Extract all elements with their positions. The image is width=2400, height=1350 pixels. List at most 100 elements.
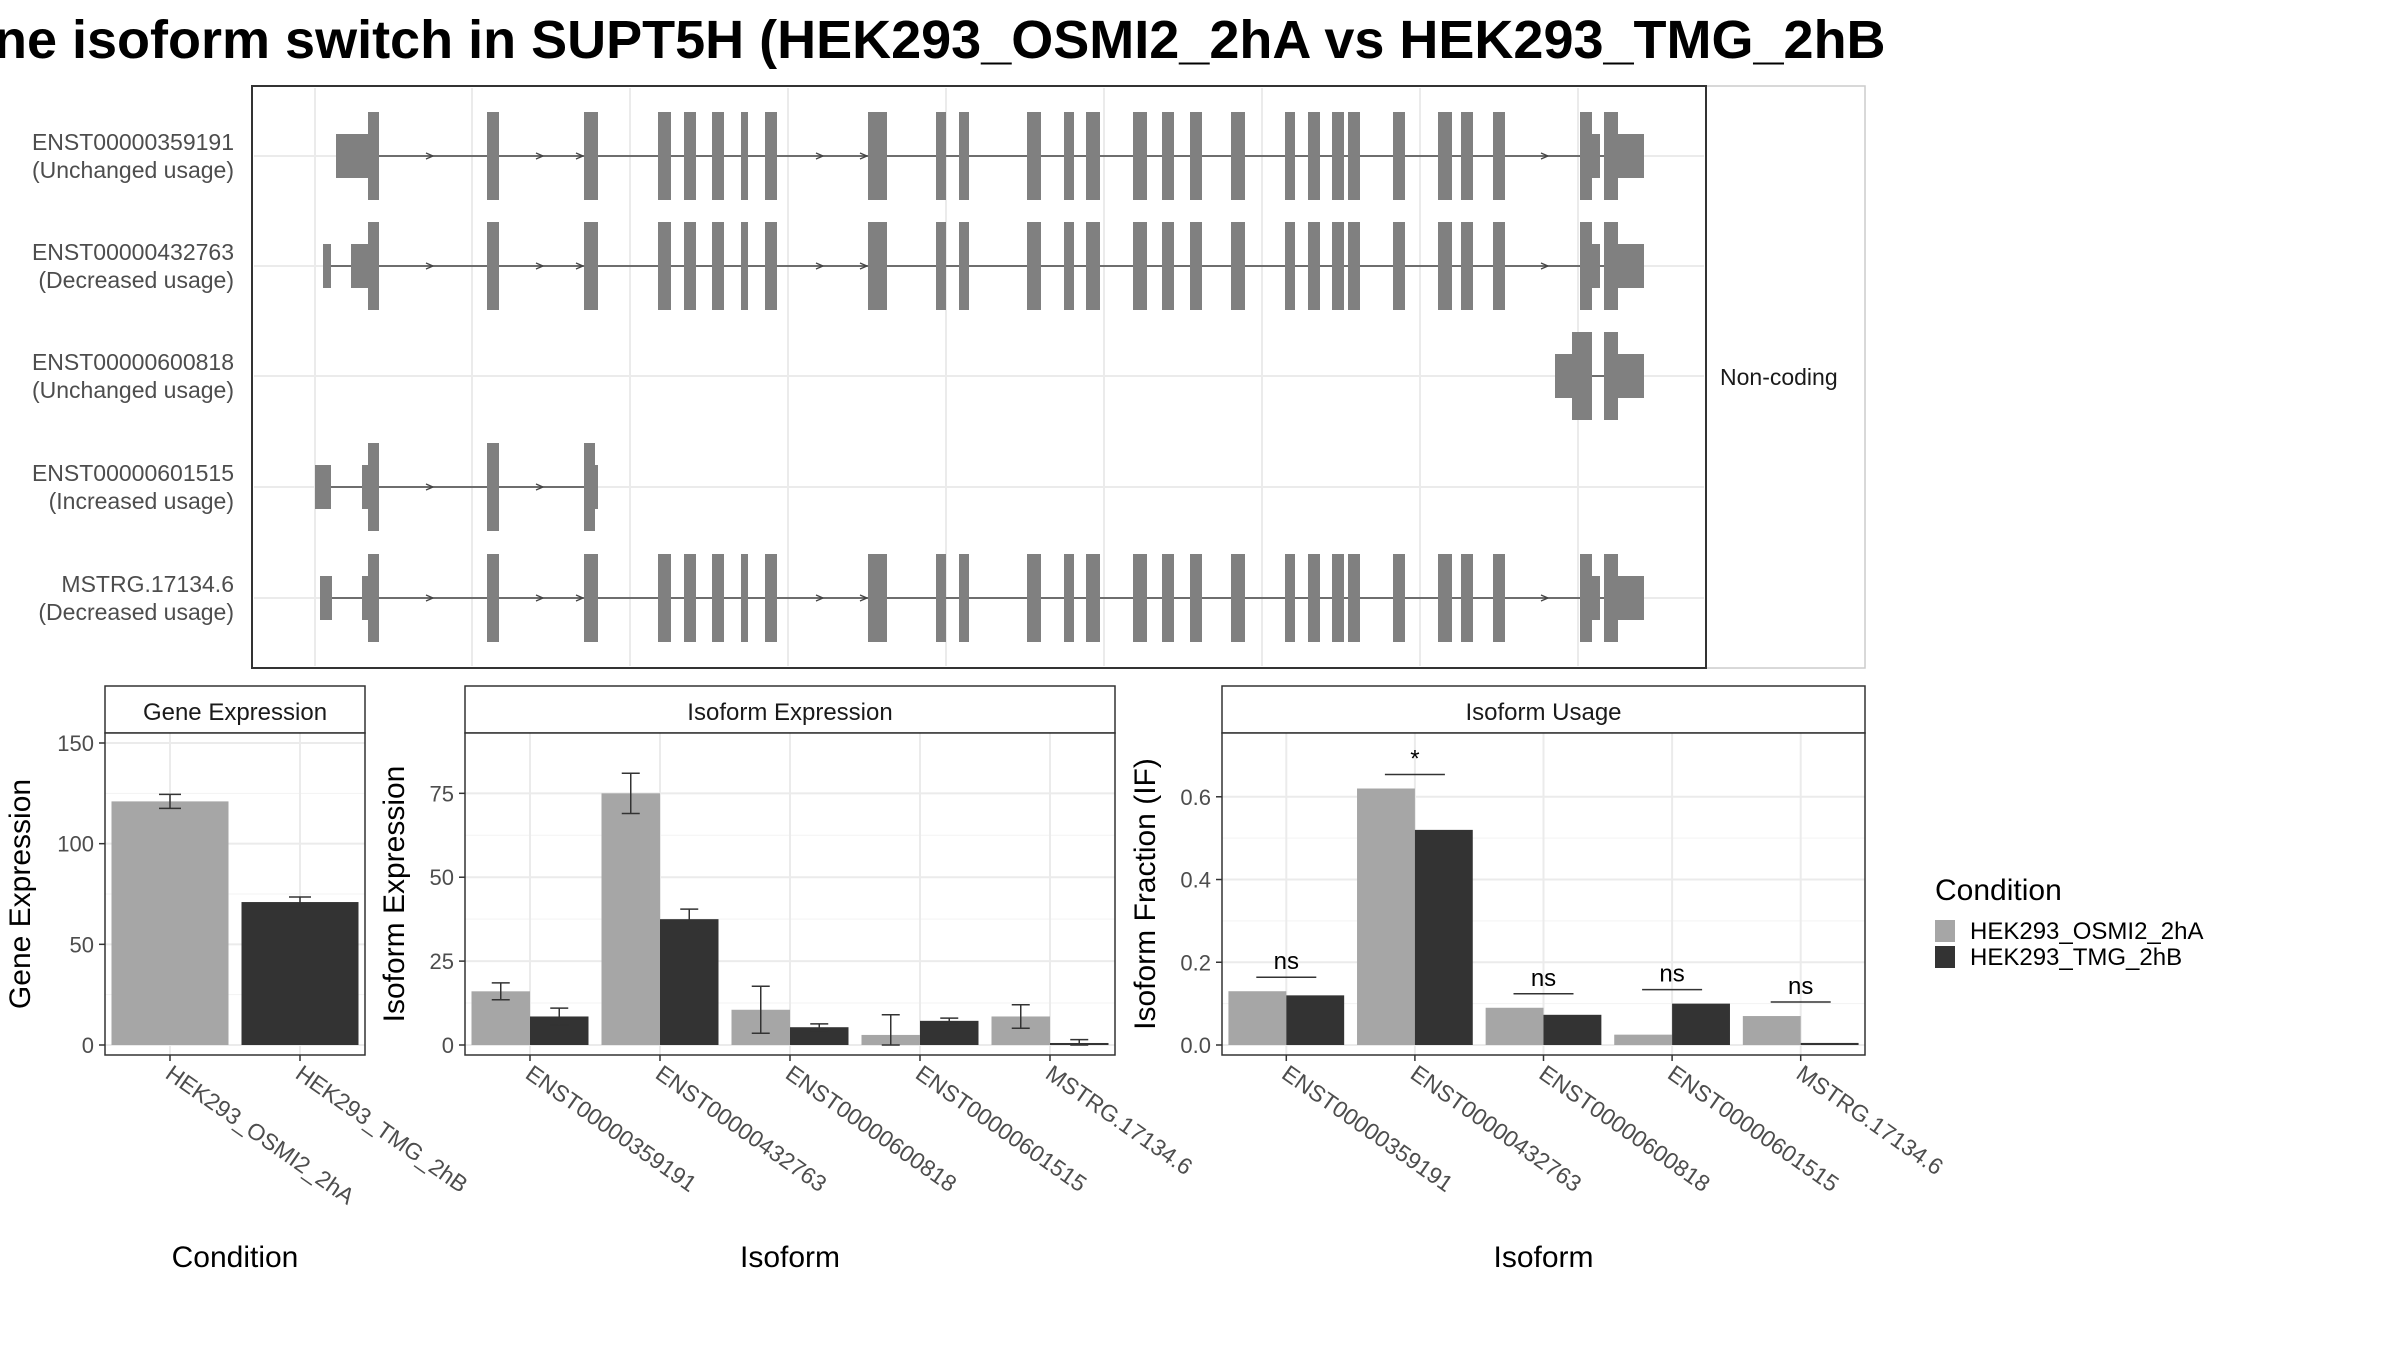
legend-label: HEK293_OSMI2_2hA — [1970, 918, 2203, 945]
coding-exon — [1190, 554, 1202, 642]
transcript-id-label: MSTRG.17134.6 — [61, 571, 234, 597]
x-axis-title: Condition — [172, 1241, 299, 1274]
strand-arrow — [1540, 594, 1550, 602]
facet-strip — [104, 685, 366, 734]
coding-exon — [1348, 554, 1360, 642]
strand-arrow — [535, 594, 545, 602]
coding-exon — [584, 112, 598, 200]
coding-exon — [868, 222, 887, 310]
bar — [1485, 1007, 1544, 1045]
strand-arrow — [575, 594, 585, 602]
transcript-id-label: ENST00000432763 — [32, 239, 234, 265]
coding-exon — [765, 222, 777, 310]
legend-label: HEK293_TMG_2hB — [1970, 944, 2182, 971]
coding-exon — [1064, 112, 1074, 200]
plot-frame — [104, 732, 366, 1056]
error-bar — [159, 793, 181, 810]
utr-exon — [1604, 332, 1618, 420]
coding-exon — [712, 222, 724, 310]
error-bar — [550, 1007, 569, 1026]
bar — [111, 801, 229, 1045]
transcript-model — [320, 554, 1644, 642]
error-bar — [289, 896, 311, 908]
bar — [1286, 995, 1345, 1045]
transcript-model — [336, 112, 1644, 200]
utr-exon — [1618, 354, 1644, 398]
y-tick-label: 0.4 — [1180, 868, 1211, 893]
strand-arrow — [859, 152, 869, 160]
coding-exon — [1461, 222, 1473, 310]
coding-exon — [1308, 554, 1320, 642]
y-tick-label: 0.2 — [1180, 950, 1211, 975]
coding-exon — [1162, 112, 1174, 200]
coding-exon — [712, 554, 724, 642]
coding-exon — [1332, 554, 1344, 642]
coding-exon — [1438, 112, 1452, 200]
coding-exon — [1027, 112, 1041, 200]
strand-arrow — [815, 152, 825, 160]
significance-label: ns — [1274, 948, 1299, 975]
y-tick-label: 0 — [442, 1033, 454, 1058]
coding-exon — [487, 554, 499, 642]
coding-exon — [765, 554, 777, 642]
y-tick-label: 0.6 — [1180, 785, 1211, 810]
strand-arrow — [1540, 262, 1550, 270]
coding-exon — [936, 222, 946, 310]
coding-exon — [1027, 554, 1041, 642]
facet-strip — [464, 685, 1116, 734]
utr-exon — [362, 465, 368, 509]
utr-exon — [315, 465, 331, 509]
error-bar — [621, 772, 640, 815]
chart-title: Isoform Expression — [687, 699, 892, 726]
strand-arrow — [535, 262, 545, 270]
error-bar — [881, 1014, 900, 1046]
transcript-usage-label: (Unchanged usage) — [32, 157, 234, 183]
coding-exon — [1231, 222, 1245, 310]
coding-exon — [868, 112, 887, 200]
strand-arrow — [859, 594, 869, 602]
coding-exon — [936, 112, 946, 200]
utr-exon — [1555, 354, 1572, 398]
transcript-usage-label: (Decreased usage) — [38, 599, 234, 625]
legend-swatch — [1935, 946, 1955, 968]
y-tick-label: 50 — [430, 865, 454, 890]
bar — [601, 793, 660, 1045]
utr-exon — [1618, 134, 1644, 178]
error-bar — [680, 908, 699, 930]
coding-exon — [741, 112, 748, 200]
coding-exon — [741, 554, 748, 642]
significance-label: ns — [1531, 965, 1556, 992]
strand-arrow — [425, 262, 435, 270]
error-bar — [1070, 1038, 1089, 1046]
coding-exon — [741, 222, 748, 310]
utr-exon — [1592, 134, 1600, 178]
bar — [1672, 1003, 1730, 1045]
y-tick-label: 0 — [82, 1033, 94, 1058]
y-axis-title: Isoform Expression — [378, 766, 411, 1023]
utr-exon — [320, 576, 332, 620]
bar — [1742, 1016, 1801, 1045]
coding-exon — [1162, 554, 1174, 642]
coding-exon — [1348, 222, 1360, 310]
coding-exon — [1393, 554, 1405, 642]
coding-exon — [368, 554, 379, 642]
coding-exon — [1086, 222, 1100, 310]
chart-panel-isoform-expression: Isoform Expression0255075ENST00000359191… — [378, 685, 1197, 1274]
transcript-model — [315, 443, 598, 531]
coding-exon — [1332, 222, 1344, 310]
y-tick-label: 75 — [430, 781, 454, 806]
utr-exon — [323, 244, 331, 288]
coding-exon — [1348, 112, 1360, 200]
coding-exon — [1086, 112, 1100, 200]
coding-exon — [1231, 554, 1245, 642]
error-bar — [940, 1017, 959, 1025]
transcript-id-label: ENST00000359191 — [32, 129, 234, 155]
error-bar — [1011, 1003, 1030, 1029]
transcript-structure-panel: ENST00000359191(Unchanged usage) ENST0000… — [32, 85, 1866, 669]
coding-exon — [684, 112, 696, 200]
y-tick-label: 0.0 — [1180, 1033, 1211, 1058]
